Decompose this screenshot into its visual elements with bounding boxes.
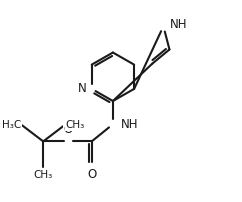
Text: O: O: [64, 123, 73, 136]
Text: CH₃: CH₃: [65, 120, 85, 130]
Text: N: N: [78, 82, 87, 95]
Text: CH₃: CH₃: [34, 170, 53, 180]
Text: NH: NH: [169, 18, 187, 31]
Text: O: O: [87, 168, 96, 181]
Text: NH: NH: [121, 118, 138, 131]
Text: H₃C: H₃C: [2, 120, 21, 130]
